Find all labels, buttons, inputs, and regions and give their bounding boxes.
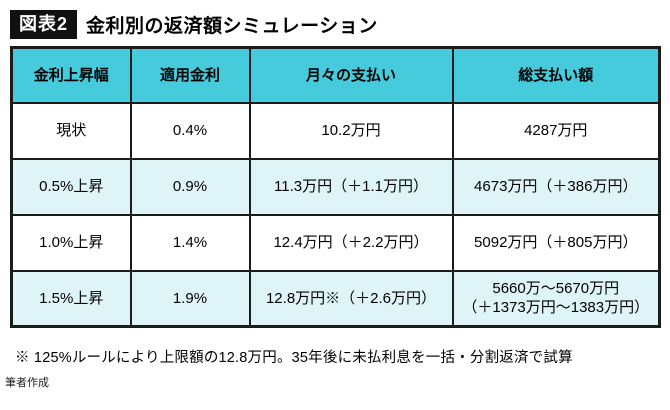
column-header-monthly-payment: 月々の支払い	[248, 46, 454, 104]
table-cell: 4287万円	[451, 101, 661, 160]
table-cell: 12.8万円※（＋2.6万円）	[248, 269, 454, 328]
repayment-simulation-table: 金利上昇幅 適用金利 月々の支払い 総支払い額 現状 0.4% 10.2万円 4…	[10, 46, 661, 328]
table-cell: 1.4%	[129, 213, 251, 272]
table-cell: 1.5%上昇	[10, 269, 132, 328]
column-header-applied-rate: 適用金利	[129, 46, 251, 104]
table-cell: 1.0%上昇	[10, 213, 132, 272]
table-cell: 1.9%	[129, 269, 251, 328]
table-cell: 0.4%	[129, 101, 251, 160]
table-cell: 5092万円（＋805万円）	[451, 213, 661, 272]
figure-tag-badge: 図表2	[10, 9, 78, 39]
table-cell: 4673万円（＋386万円）	[451, 157, 661, 216]
table-cell: 0.9%	[129, 157, 251, 216]
column-header-rate-increase: 金利上昇幅	[10, 46, 132, 104]
table-cell: 12.4万円（＋2.2万円）	[248, 213, 454, 272]
credit: 筆者作成	[5, 377, 49, 389]
table-row: 現状 0.4% 10.2万円 4287万円	[10, 101, 661, 160]
table-cell: 11.3万円（＋1.1万円）	[248, 157, 454, 216]
figure-title: 金利別の返済額シミュレーション	[86, 15, 378, 37]
table-row: 0.5%上昇 0.9% 11.3万円（＋1.1万円） 4673万円（＋386万円…	[10, 157, 661, 216]
table-cell: 0.5%上昇	[10, 157, 132, 216]
table-cell: 10.2万円	[248, 101, 454, 160]
table-cell: 5660万～5670万円 （＋1373万円～1383万円）	[451, 269, 661, 328]
footnote: ※ 125%ルールにより上限額の12.8万円。35年後に未払利息を一括・分割返済…	[15, 350, 573, 366]
table-cell: 現状	[10, 101, 132, 160]
table-row: 1.5%上昇 1.9% 12.8万円※（＋2.6万円） 5660万～5670万円…	[10, 269, 661, 328]
figure-header: 図表2 金利別の返済額シミュレーション	[0, 0, 670, 40]
column-header-total-payment: 総支払い額	[451, 46, 661, 104]
table-row: 1.0%上昇 1.4% 12.4万円（＋2.2万円） 5092万円（＋805万円…	[10, 213, 661, 272]
table-header-row: 金利上昇幅 適用金利 月々の支払い 総支払い額	[10, 46, 661, 104]
